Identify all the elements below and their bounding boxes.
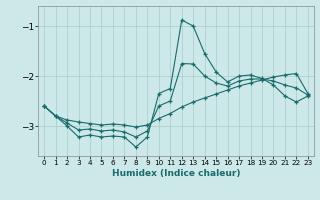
X-axis label: Humidex (Indice chaleur): Humidex (Indice chaleur)	[112, 169, 240, 178]
